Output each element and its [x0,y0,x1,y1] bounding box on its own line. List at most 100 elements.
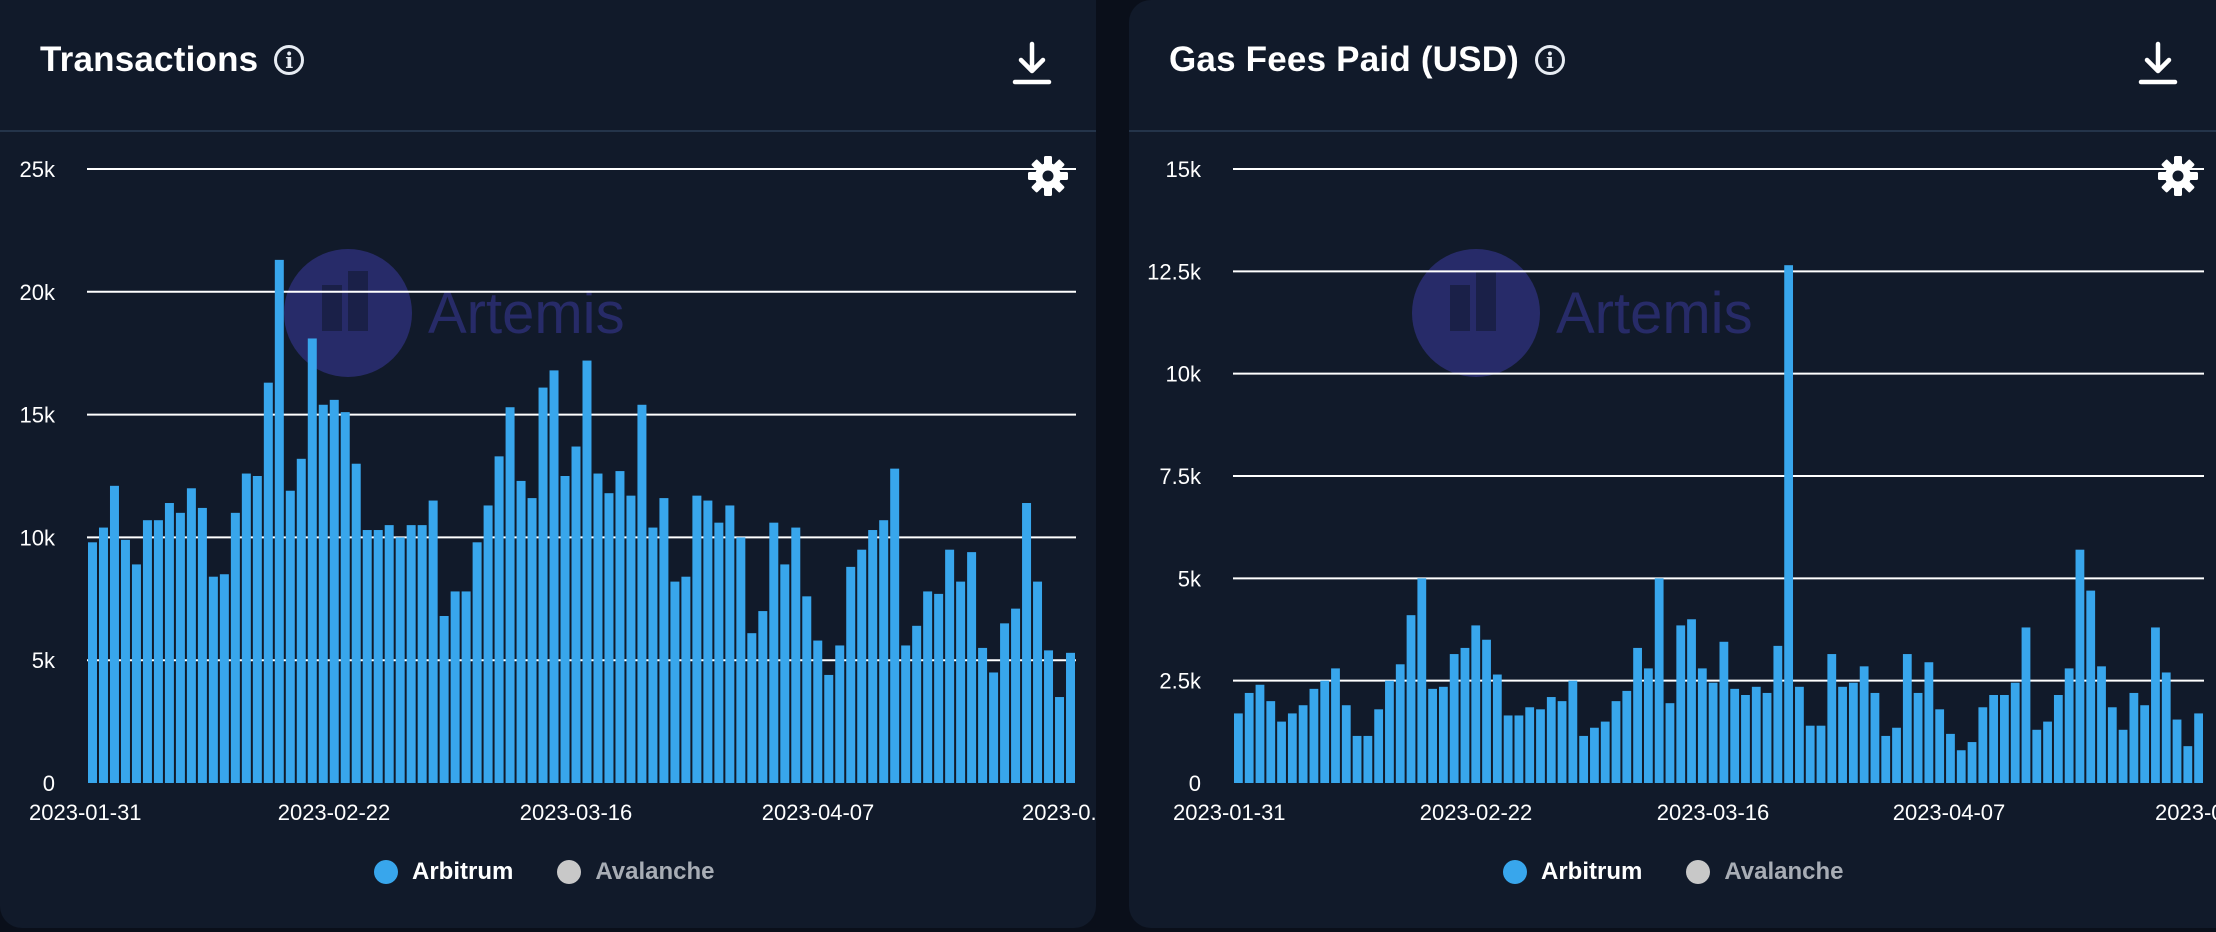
bar [1697,668,1707,783]
download-icon[interactable] [1009,40,1055,88]
gas-fees-chart: Artemis 0 2.5k 5k 7.5k 10k 12.5k 15k 2023-01-31 2… [1147,157,2216,825]
bar [2161,672,2171,783]
legend-item-avalanche[interactable]: Avalanche [1686,858,1844,886]
bar [912,625,922,783]
bar [1536,709,1545,783]
y-tick-label: 5k [1178,566,1202,591]
bar [703,500,713,783]
artemis-watermark: Artemis [284,249,625,377]
bar [2118,729,2128,783]
bar [593,473,603,783]
bar [659,498,669,783]
bar [340,412,350,783]
bar [516,480,526,783]
bar [1935,709,1945,783]
bar [2021,627,2031,783]
bar [1011,608,1021,783]
bar [637,404,647,783]
bar [1482,639,1491,783]
bar [736,537,746,783]
gear-icon[interactable] [2156,154,2200,198]
bar [758,611,768,783]
bar [483,505,493,783]
y-tick-label: 12.5k [1147,259,1202,284]
bar [263,382,273,783]
bar [1956,750,1966,783]
bar [890,468,900,783]
bar [923,591,933,783]
bar [538,387,548,783]
legend-item-arbitrum[interactable]: Arbitrum [1503,858,1642,886]
bar [1687,619,1696,783]
bar [450,591,460,783]
transactions-panel: Transactions i Artemis 0 5k 10k 15k 20k 25k 202… [0,0,1096,928]
bar [98,527,108,783]
y-tick-label: 2.5k [1159,669,1202,694]
bar [901,645,911,783]
y-tick-label: 10k [1166,362,1202,387]
transactions-chart: Artemis 0 5k 10k 15k 20k 25k 2023-01-31 2023-02-… [20,157,1096,825]
gear-icon[interactable] [1026,154,1070,198]
bar [1385,680,1394,783]
bar [1374,709,1384,783]
legend-label: Avalanche [1724,858,1844,885]
x-tick-label: 2023-02-22 [1420,800,1533,825]
bar [1805,725,1815,783]
watermark-logo-mark [1450,285,1470,331]
bar [2032,729,2042,783]
chart-legend: Arbitrum Avalanche [1503,858,1844,886]
bar [714,522,724,783]
chart-legend: Arbitrum Avalanche [374,858,715,886]
panel-title: Transactions [40,40,259,79]
bar [1557,701,1567,783]
bar [2097,666,2106,783]
bar [1525,707,1535,783]
artemis-watermark: Artemis [1412,249,1753,377]
bar [1033,581,1043,783]
y-tick-label: 0 [1189,771,1201,796]
bar [1762,692,1772,783]
bar [1892,727,1901,783]
y-tick-label: 20k [20,280,56,305]
panel-title-row: Gas Fees Paid (USD) i [1169,40,1566,80]
bar [1363,735,1373,783]
y-tick-label: 5k [32,648,56,673]
bar [1066,652,1075,783]
y-tick-label: 15k [20,403,56,428]
info-icon[interactable]: i [1535,45,1566,75]
bar [1967,742,1977,783]
info-icon[interactable]: i [274,45,305,75]
bar [681,576,691,783]
bar [1438,686,1448,783]
bar [318,404,328,783]
y-tick-label: 0 [43,771,55,796]
bar [1449,654,1459,783]
bar [494,456,504,783]
x-tick-label: 2023-03-16 [520,800,633,825]
x-tick-label: 2023-01-31 [1173,800,1286,825]
bar [802,596,812,783]
bar [2172,719,2182,783]
download-icon[interactable] [2135,40,2181,88]
x-tick-label: 2023-04-07 [1893,800,2006,825]
bar [1406,615,1416,783]
bar [747,633,757,783]
bar [879,520,889,783]
y-tick-label: 15k [1166,157,1202,182]
legend-item-avalanche[interactable]: Avalanche [557,858,715,886]
bar [1741,694,1750,783]
bar [120,539,130,783]
bar [274,259,284,783]
bar [2086,590,2096,783]
legend-dot [374,860,398,884]
panel-title-row: Transactions i [40,40,305,80]
bar [362,530,372,783]
legend-item-arbitrum[interactable]: Arbitrum [374,858,513,886]
bar [2107,707,2117,783]
bar [1546,697,1556,783]
bar [1460,647,1470,783]
bar [1730,688,1740,783]
bar [175,512,185,783]
bar [2151,627,2160,783]
bar [582,360,592,783]
